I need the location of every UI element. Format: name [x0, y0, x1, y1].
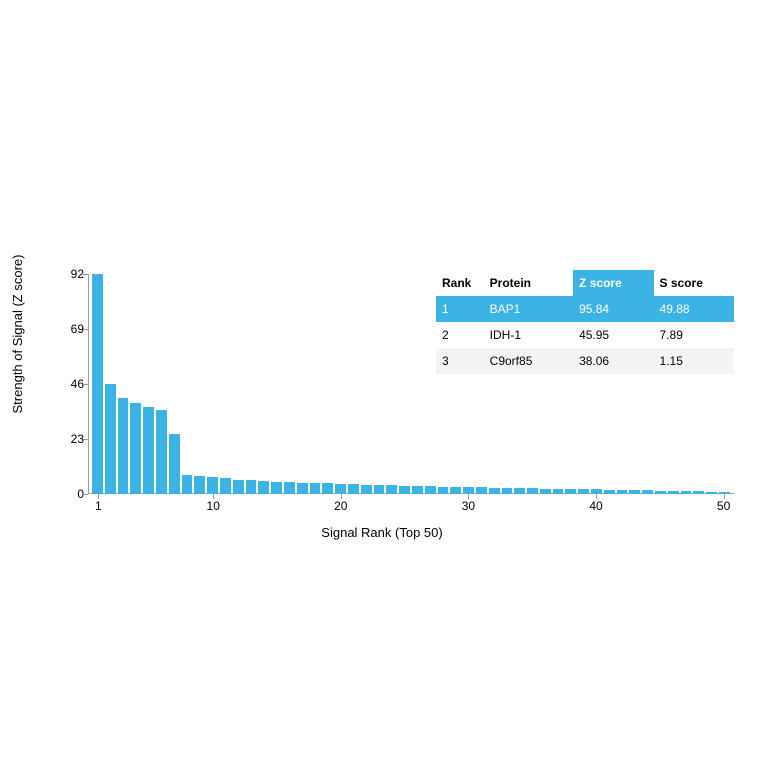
- y-axis-line: [88, 274, 89, 494]
- top-hits-table: RankProteinZ scoreS score 1BAP195.8449.8…: [436, 270, 734, 374]
- table-header-cell: S score: [654, 270, 734, 296]
- bar: [156, 410, 167, 494]
- x-tick-label: 40: [589, 500, 602, 512]
- x-axis-label: Signal Rank (Top 50): [30, 525, 734, 540]
- bar: [348, 484, 359, 494]
- table-cell: 3: [436, 348, 484, 374]
- x-tick-label: 1: [95, 500, 102, 512]
- y-tick-mark: [83, 274, 88, 275]
- bar: [642, 490, 653, 494]
- table-cell: BAP1: [484, 296, 573, 322]
- x-tick-mark: [98, 494, 99, 499]
- x-tick-label: 30: [462, 500, 475, 512]
- table-cell: 45.95: [573, 322, 653, 348]
- table-row: 2IDH-145.957.89: [436, 322, 734, 348]
- bar: [271, 482, 282, 494]
- x-tick-mark: [213, 494, 214, 499]
- bar: [693, 491, 704, 494]
- bar: [425, 486, 436, 494]
- y-tick-label: 69: [44, 323, 84, 335]
- bar: [527, 488, 538, 494]
- bar: [220, 478, 231, 494]
- bar: [105, 384, 116, 494]
- y-tick-label: 92: [44, 268, 84, 280]
- bar: [412, 486, 423, 494]
- bar: [335, 484, 346, 494]
- bar: [361, 485, 372, 494]
- bar: [399, 486, 410, 494]
- table-cell: 1: [436, 296, 484, 322]
- y-tick-mark: [83, 384, 88, 385]
- table-cell: IDH-1: [484, 322, 573, 348]
- bar: [514, 488, 525, 494]
- y-tick-mark: [83, 329, 88, 330]
- bar: [540, 489, 551, 495]
- table-cell: 2: [436, 322, 484, 348]
- y-tick-label: 23: [44, 433, 84, 445]
- bar: [310, 483, 321, 494]
- table-cell: 95.84: [573, 296, 653, 322]
- x-tick-mark: [341, 494, 342, 499]
- bar: [578, 489, 589, 494]
- table-cell: 49.88: [654, 296, 734, 322]
- table-cell: 38.06: [573, 348, 653, 374]
- bar: [502, 488, 513, 494]
- table-header-row: RankProteinZ scoreS score: [436, 270, 734, 296]
- bar: [194, 476, 205, 494]
- bar: [629, 490, 640, 494]
- table-header-cell: Rank: [436, 270, 484, 296]
- x-tick-mark: [468, 494, 469, 499]
- table-cell: 1.15: [654, 348, 734, 374]
- y-tick-label: 0: [44, 488, 84, 500]
- bar: [322, 483, 333, 494]
- table-header-cell: Z score: [573, 270, 653, 296]
- bar: [182, 475, 193, 494]
- bar: [169, 434, 180, 494]
- y-tick-mark: [83, 494, 88, 495]
- bar: [706, 492, 717, 494]
- bar: [297, 483, 308, 494]
- bar: [476, 487, 487, 494]
- bar: [118, 398, 129, 494]
- bar: [246, 480, 257, 494]
- bar: [130, 403, 141, 494]
- x-tick-mark: [724, 494, 725, 499]
- x-tick-label: 10: [207, 500, 220, 512]
- bar: [655, 491, 666, 494]
- x-tick-label: 20: [334, 500, 347, 512]
- bar: [604, 490, 615, 494]
- plot-area: RankProteinZ scoreS score 1BAP195.8449.8…: [88, 274, 734, 494]
- bar: [668, 491, 679, 494]
- bar: [463, 487, 474, 494]
- bar: [489, 488, 500, 494]
- bar: [617, 490, 628, 494]
- table-cell: C9orf85: [484, 348, 573, 374]
- bar: [258, 481, 269, 494]
- y-axis-label: Strength of Signal (Z score): [10, 234, 30, 434]
- bar: [681, 491, 692, 494]
- bar: [233, 480, 244, 494]
- bar: [143, 407, 154, 494]
- signal-rank-chart: Strength of Signal (Z score) RankProtein…: [30, 274, 734, 534]
- bar: [374, 485, 385, 494]
- bar: [553, 489, 564, 494]
- bar: [565, 489, 576, 494]
- table-row: 1BAP195.8449.88: [436, 296, 734, 322]
- table-cell: 7.89: [654, 322, 734, 348]
- y-tick-label: 46: [44, 378, 84, 390]
- bar: [92, 274, 103, 494]
- bar: [438, 487, 449, 494]
- x-tick-mark: [596, 494, 597, 499]
- bar: [207, 477, 218, 494]
- table-row: 3C9orf8538.061.15: [436, 348, 734, 374]
- bar: [386, 485, 397, 494]
- bar: [450, 487, 461, 494]
- x-tick-label: 50: [717, 500, 730, 512]
- table-header-cell: Protein: [484, 270, 573, 296]
- y-tick-mark: [83, 439, 88, 440]
- bar: [284, 482, 295, 494]
